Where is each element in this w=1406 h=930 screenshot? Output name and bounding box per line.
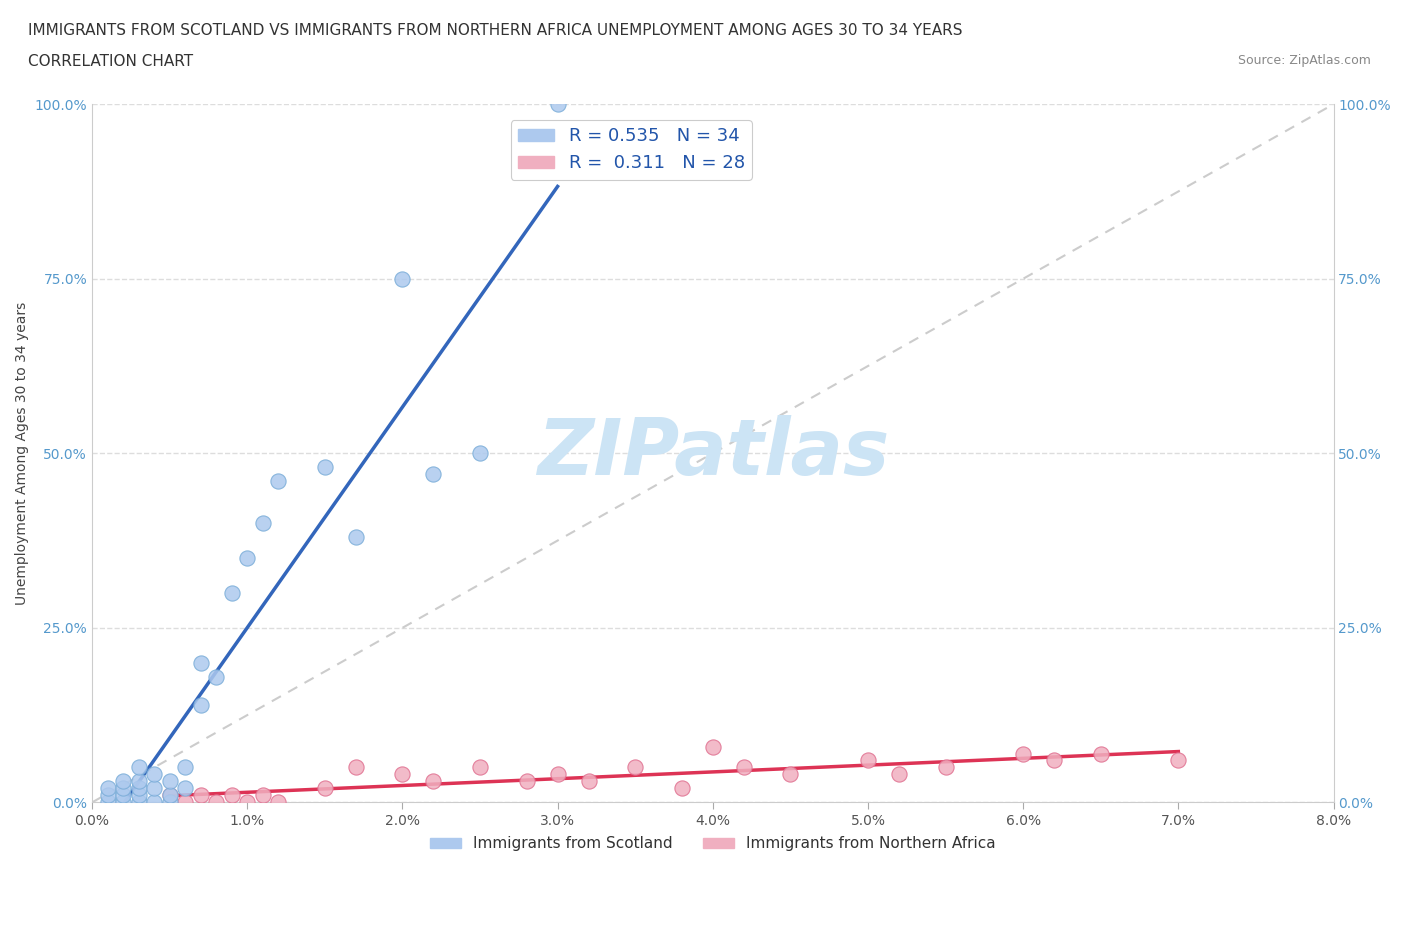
Point — [112, 788, 135, 803]
Y-axis label: Unemployment Among Ages 30 to 34 years: Unemployment Among Ages 30 to 34 years — [15, 301, 30, 604]
Point — [128, 781, 150, 796]
Text: IMMIGRANTS FROM SCOTLAND VS IMMIGRANTS FROM NORTHERN AFRICA UNEMPLOYMENT AMONG A: IMMIGRANTS FROM SCOTLAND VS IMMIGRANTS F… — [28, 23, 963, 38]
Text: ZIPatlas: ZIPatlas — [537, 416, 889, 491]
Point — [702, 739, 724, 754]
Point — [267, 795, 290, 810]
Point — [252, 788, 274, 803]
Text: Source: ZipAtlas.com: Source: ZipAtlas.com — [1237, 54, 1371, 67]
Point — [1090, 746, 1112, 761]
Point — [344, 760, 367, 775]
Point — [128, 760, 150, 775]
Point — [547, 97, 569, 112]
Point — [468, 445, 491, 460]
Point — [143, 795, 166, 810]
Point — [112, 781, 135, 796]
Point — [128, 795, 150, 810]
Point — [174, 781, 197, 796]
Point — [422, 467, 444, 482]
Point — [221, 586, 243, 601]
Point — [252, 515, 274, 530]
Point — [422, 774, 444, 789]
Point — [391, 272, 413, 286]
Point — [236, 551, 259, 565]
Point — [887, 767, 910, 782]
Point — [205, 795, 228, 810]
Point — [190, 788, 212, 803]
Point — [97, 795, 120, 810]
Point — [779, 767, 801, 782]
Point — [174, 760, 197, 775]
Point — [468, 760, 491, 775]
Point — [314, 781, 336, 796]
Point — [856, 753, 879, 768]
Point — [1043, 753, 1066, 768]
Point — [97, 781, 120, 796]
Point — [174, 795, 197, 810]
Point — [159, 795, 181, 810]
Legend: Immigrants from Scotland, Immigrants from Northern Africa: Immigrants from Scotland, Immigrants fro… — [425, 830, 1001, 857]
Point — [128, 788, 150, 803]
Point — [391, 767, 413, 782]
Point — [314, 459, 336, 474]
Point — [97, 788, 120, 803]
Point — [190, 698, 212, 712]
Point — [267, 473, 290, 488]
Point — [516, 774, 538, 789]
Point — [159, 788, 181, 803]
Point — [112, 774, 135, 789]
Point — [236, 795, 259, 810]
Point — [1012, 746, 1035, 761]
Point — [1167, 753, 1189, 768]
Point — [671, 781, 693, 796]
Text: CORRELATION CHART: CORRELATION CHART — [28, 54, 193, 69]
Point — [935, 760, 957, 775]
Point — [128, 774, 150, 789]
Point — [190, 656, 212, 671]
Point — [159, 788, 181, 803]
Point — [221, 788, 243, 803]
Point — [733, 760, 755, 775]
Point — [547, 767, 569, 782]
Point — [205, 670, 228, 684]
Point — [159, 774, 181, 789]
Point — [624, 760, 647, 775]
Point — [344, 530, 367, 545]
Point — [143, 767, 166, 782]
Point — [578, 774, 600, 789]
Point — [112, 795, 135, 810]
Point — [143, 781, 166, 796]
